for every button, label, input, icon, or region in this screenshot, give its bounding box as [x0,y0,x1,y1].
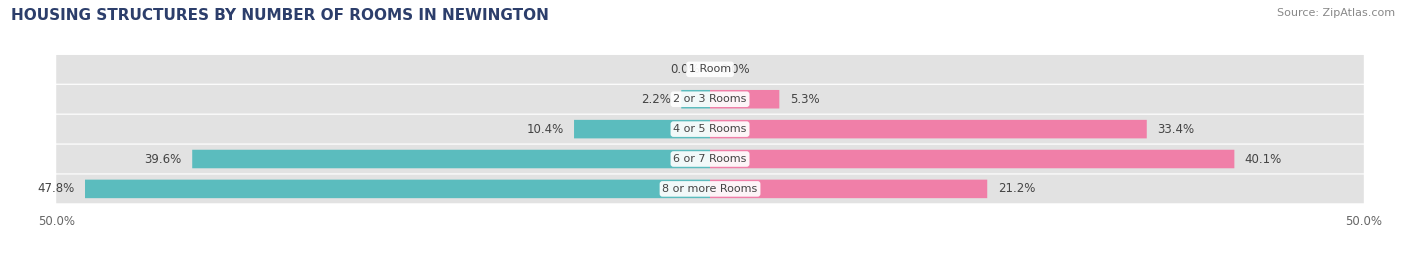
FancyBboxPatch shape [193,150,710,168]
Text: 5.3%: 5.3% [790,93,820,106]
Text: 2 or 3 Rooms: 2 or 3 Rooms [673,94,747,104]
Text: 10.4%: 10.4% [526,123,564,136]
Text: 21.2%: 21.2% [998,182,1035,195]
Text: 47.8%: 47.8% [38,182,75,195]
FancyBboxPatch shape [710,90,779,108]
FancyBboxPatch shape [56,175,1364,203]
FancyBboxPatch shape [574,120,710,138]
FancyBboxPatch shape [56,115,1364,143]
FancyBboxPatch shape [84,180,710,198]
FancyBboxPatch shape [56,55,1364,84]
FancyBboxPatch shape [682,90,710,108]
FancyBboxPatch shape [710,120,1147,138]
Legend: Owner-occupied, Renter-occupied: Owner-occupied, Renter-occupied [574,264,846,269]
Text: 0.0%: 0.0% [720,63,751,76]
FancyBboxPatch shape [710,180,987,198]
Text: 1 Room: 1 Room [689,64,731,74]
Text: 40.1%: 40.1% [1244,153,1282,165]
Text: 0.0%: 0.0% [669,63,700,76]
Text: 6 or 7 Rooms: 6 or 7 Rooms [673,154,747,164]
Text: 8 or more Rooms: 8 or more Rooms [662,184,758,194]
Text: Source: ZipAtlas.com: Source: ZipAtlas.com [1277,8,1395,18]
FancyBboxPatch shape [56,145,1364,173]
FancyBboxPatch shape [710,150,1234,168]
Text: 4 or 5 Rooms: 4 or 5 Rooms [673,124,747,134]
Text: HOUSING STRUCTURES BY NUMBER OF ROOMS IN NEWINGTON: HOUSING STRUCTURES BY NUMBER OF ROOMS IN… [11,8,550,23]
Text: 39.6%: 39.6% [145,153,181,165]
FancyBboxPatch shape [56,85,1364,114]
Text: 33.4%: 33.4% [1157,123,1194,136]
Text: 2.2%: 2.2% [641,93,671,106]
